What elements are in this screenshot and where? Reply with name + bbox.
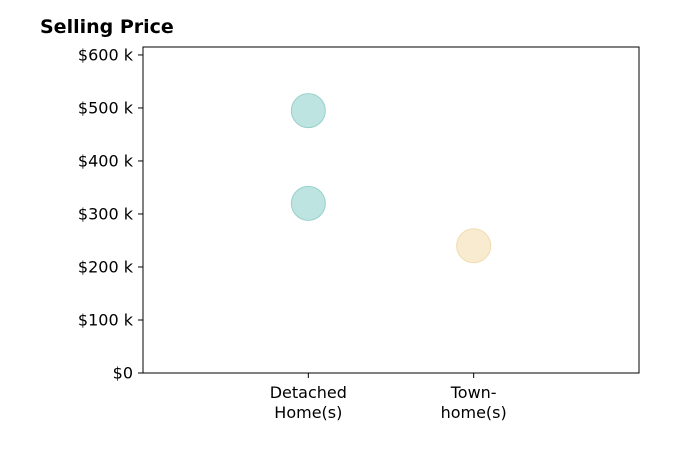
x-tick-label: Town-home(s) — [441, 383, 507, 422]
x-tick-label-line: Home(s) — [274, 403, 342, 422]
y-tick-label: $0 — [113, 364, 133, 383]
y-tick-label: $500 k — [78, 98, 134, 117]
x-axis: Detached Home(s) Town-home(s) — [270, 373, 507, 422]
x-tick-label-line: Town- — [450, 383, 497, 402]
chart-title: Selling Price — [40, 16, 174, 38]
y-tick-label: $400 k — [78, 151, 134, 170]
plot-frame — [142, 46, 640, 374]
x-tick-label-line: home(s) — [441, 403, 507, 422]
data-point-3 — [456, 228, 492, 264]
y-axis: $0 $100 k $200 k $300 k $400 k $500 k $600 k — [78, 45, 143, 383]
y-tick-label: $100 k — [78, 310, 134, 329]
points-layer — [290, 93, 492, 264]
x-tick-label: Detached Home(s) — [270, 383, 347, 422]
y-tick-label: $200 k — [78, 257, 134, 276]
y-tick-label: $300 k — [78, 204, 134, 223]
y-tick-label: $600 k — [78, 45, 134, 64]
data-point-1 — [290, 93, 326, 129]
data-point-2 — [290, 185, 326, 221]
x-tick-label-line: Detached — [270, 383, 347, 402]
